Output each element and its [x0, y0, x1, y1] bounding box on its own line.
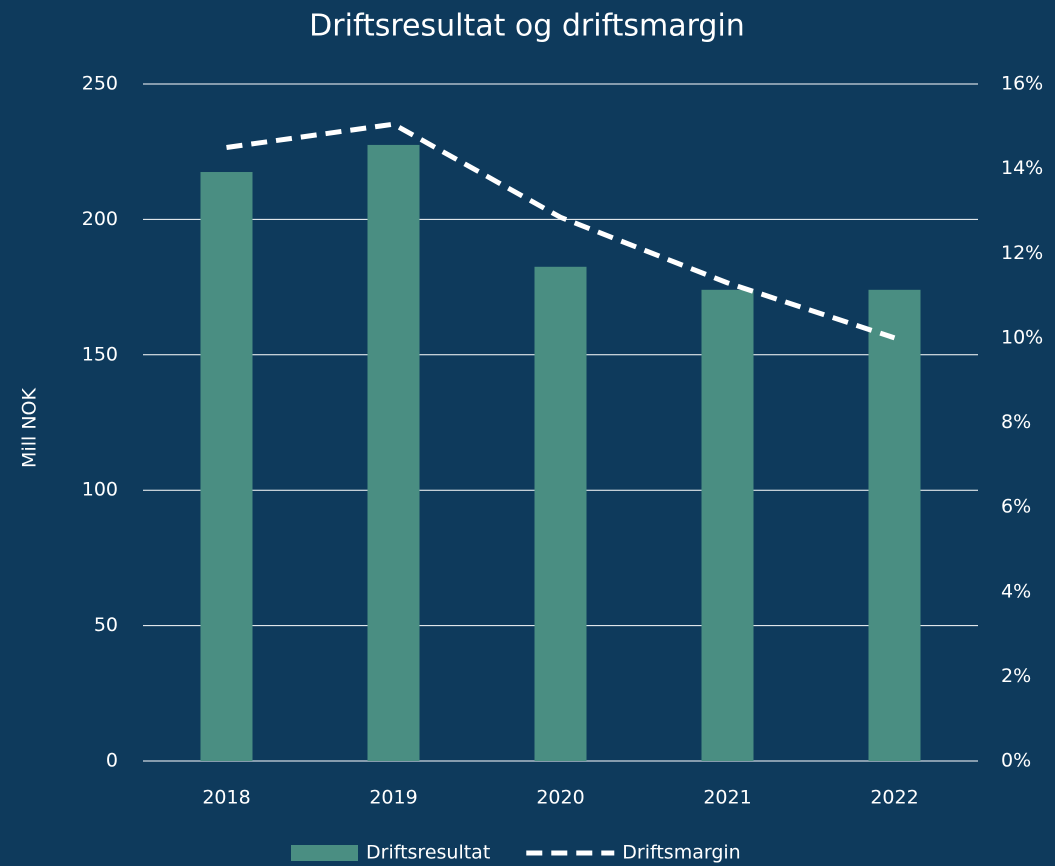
- bar: [534, 266, 587, 761]
- y-tick-label: 150: [82, 343, 118, 365]
- chart-title: Driftsresultat og driftsmargin: [309, 9, 745, 44]
- x-tick-label: 2020: [536, 787, 584, 809]
- bar: [367, 144, 420, 761]
- x-tick-label: 2022: [870, 787, 918, 809]
- x-tick-label: 2019: [369, 787, 417, 809]
- legend-label: Driftsmargin: [622, 842, 740, 864]
- y2-tick-label: 16%: [1001, 73, 1043, 95]
- y2-tick-label: 12%: [1001, 242, 1043, 264]
- y2-tick-label: 14%: [1001, 157, 1043, 179]
- y2-tick-label: 6%: [1001, 496, 1031, 518]
- y2-tick-label: 8%: [1001, 411, 1031, 433]
- y2-tick-label: 0%: [1001, 750, 1031, 772]
- y-tick-label: 100: [82, 479, 118, 501]
- x-tick-label: 2021: [703, 787, 751, 809]
- bar: [200, 172, 253, 761]
- line: [226, 121, 896, 341]
- y-tick-label: 250: [82, 73, 118, 95]
- legend-swatch: [291, 845, 358, 861]
- y2-tick-label: 10%: [1001, 326, 1043, 348]
- y-tick-label: 50: [94, 614, 118, 636]
- y-tick-label: 200: [82, 208, 118, 230]
- y2-tick-label: 4%: [1001, 580, 1031, 602]
- x-tick-label: 2018: [202, 787, 250, 809]
- y-axis-label: Mill NOK: [19, 388, 41, 468]
- y2-tick-label: 2%: [1001, 665, 1031, 687]
- y-tick-label: 0: [106, 750, 118, 772]
- bar: [868, 289, 921, 761]
- bar: [701, 289, 754, 761]
- legend-label: Driftsresultat: [366, 842, 490, 864]
